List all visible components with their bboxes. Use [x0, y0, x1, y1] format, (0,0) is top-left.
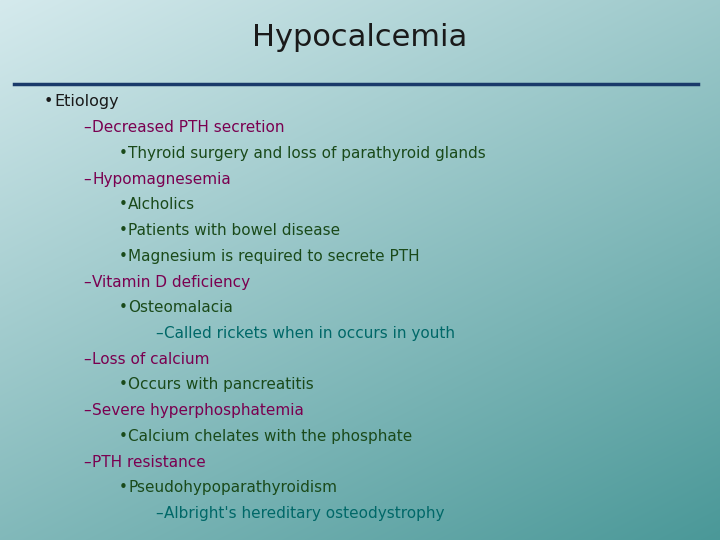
- Text: Etiology: Etiology: [54, 94, 119, 110]
- Text: •: •: [119, 377, 127, 393]
- Text: •: •: [119, 198, 127, 212]
- Text: Decreased PTH secretion: Decreased PTH secretion: [92, 120, 284, 135]
- Text: Hypomagnesemia: Hypomagnesemia: [92, 172, 231, 187]
- Text: Patients with bowel disease: Patients with bowel disease: [128, 223, 341, 238]
- Text: Calcium chelates with the phosphate: Calcium chelates with the phosphate: [128, 429, 413, 444]
- Text: –: –: [83, 352, 91, 367]
- Text: –: –: [83, 403, 91, 418]
- Text: –: –: [83, 455, 91, 470]
- Text: •: •: [119, 146, 127, 161]
- Text: Vitamin D deficiency: Vitamin D deficiency: [92, 274, 251, 289]
- Text: Thyroid surgery and loss of parathyroid glands: Thyroid surgery and loss of parathyroid …: [128, 146, 486, 161]
- Text: Hypocalcemia: Hypocalcemia: [253, 23, 467, 52]
- Text: Called rickets when in occurs in youth: Called rickets when in occurs in youth: [164, 326, 455, 341]
- Text: –: –: [83, 274, 91, 289]
- Text: •: •: [119, 429, 127, 444]
- Text: Osteomalacia: Osteomalacia: [128, 300, 233, 315]
- Text: Occurs with pancreatitis: Occurs with pancreatitis: [128, 377, 314, 393]
- Text: Magnesium is required to secrete PTH: Magnesium is required to secrete PTH: [128, 249, 420, 264]
- Text: –: –: [83, 120, 91, 135]
- Text: Alcholics: Alcholics: [128, 198, 195, 212]
- Text: –: –: [155, 506, 163, 521]
- Text: •: •: [43, 94, 53, 110]
- Text: Albright's hereditary osteodystrophy: Albright's hereditary osteodystrophy: [164, 506, 445, 521]
- Text: –: –: [83, 172, 91, 187]
- Text: –: –: [155, 326, 163, 341]
- Text: •: •: [119, 481, 127, 495]
- Text: •: •: [119, 249, 127, 264]
- Text: Pseudohypoparathyroidism: Pseudohypoparathyroidism: [128, 481, 337, 495]
- Text: Loss of calcium: Loss of calcium: [92, 352, 210, 367]
- Text: Severe hyperphosphatemia: Severe hyperphosphatemia: [92, 403, 304, 418]
- Text: •: •: [119, 300, 127, 315]
- Text: PTH resistance: PTH resistance: [92, 455, 206, 470]
- Text: •: •: [119, 223, 127, 238]
